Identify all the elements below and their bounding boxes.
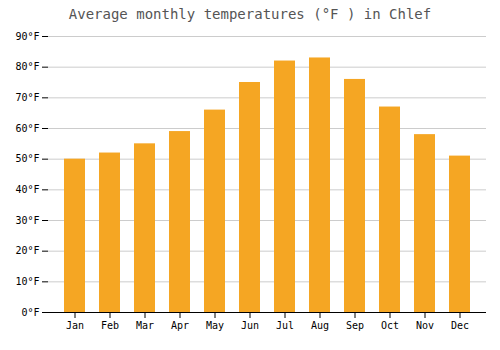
svg-text:Feb: Feb [101, 320, 119, 331]
html-text:Average monthly temperatures (: Average monthly temperatures (°F ) in Ch… [68, 6, 432, 22]
svg-text:20°F: 20°F [15, 245, 39, 256]
svg-text:0°F: 0°F [21, 307, 39, 318]
svg-text:Apr: Apr [171, 320, 189, 331]
svg-text:Aug: Aug [311, 320, 329, 331]
svg-text:Nov: Nov [416, 320, 434, 331]
svg-text:60°F: 60°F [15, 123, 39, 134]
svg-text:70°F: 70°F [15, 92, 39, 103]
svg-text:50°F: 50°F [15, 153, 39, 164]
svg-text:30°F: 30°F [15, 215, 39, 226]
svg-text:80°F: 80°F [15, 61, 39, 72]
svg-text:Jul: Jul [276, 320, 294, 331]
svg-text:Sep: Sep [346, 320, 364, 331]
svg-text:10°F: 10°F [15, 276, 39, 287]
svg-text:90°F: 90°F [15, 31, 39, 42]
svg-text:Jun: Jun [241, 320, 259, 331]
svg-text:Oct: Oct [381, 320, 399, 331]
svg-text:Dec: Dec [451, 320, 469, 331]
svg-text:40°F: 40°F [15, 184, 39, 195]
svg-text:Jan: Jan [66, 320, 84, 331]
svg-text:Mar: Mar [136, 320, 154, 331]
svg-text:May: May [206, 320, 224, 331]
